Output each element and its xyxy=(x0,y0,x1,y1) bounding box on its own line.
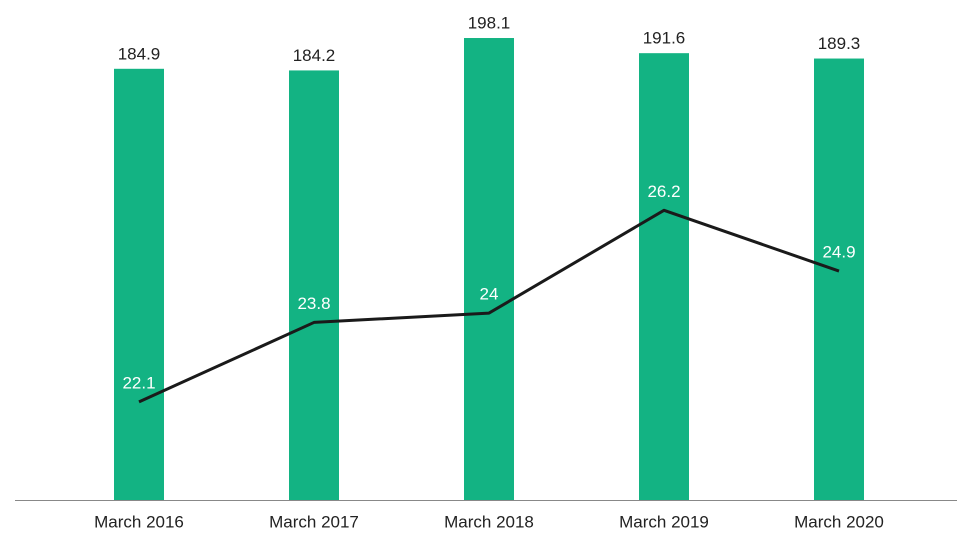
x-tick-label: March 2020 xyxy=(794,512,884,531)
line-value-label: 23.8 xyxy=(297,294,330,313)
line-value-label: 24 xyxy=(480,285,499,304)
line-value-label: 26.2 xyxy=(647,182,680,201)
bar xyxy=(639,53,689,501)
bar xyxy=(814,58,864,500)
x-tick-label: March 2016 xyxy=(94,512,184,531)
x-tick-label: March 2017 xyxy=(269,512,359,531)
x-tick-label: March 2019 xyxy=(619,512,709,531)
bar xyxy=(464,38,514,500)
line-value-label: 24.9 xyxy=(822,243,855,262)
x-tick-label: March 2018 xyxy=(444,512,534,531)
bar xyxy=(114,68,164,501)
bar xyxy=(289,70,339,500)
bar-value-label: 184.2 xyxy=(293,46,336,65)
bar-value-label: 189.3 xyxy=(818,34,861,53)
line-value-label: 22.1 xyxy=(122,373,155,392)
bar-value-label: 184.9 xyxy=(118,44,161,63)
bar-value-label: 198.1 xyxy=(468,13,511,32)
bar-value-label: 191.6 xyxy=(643,29,686,48)
line xyxy=(138,208,840,404)
